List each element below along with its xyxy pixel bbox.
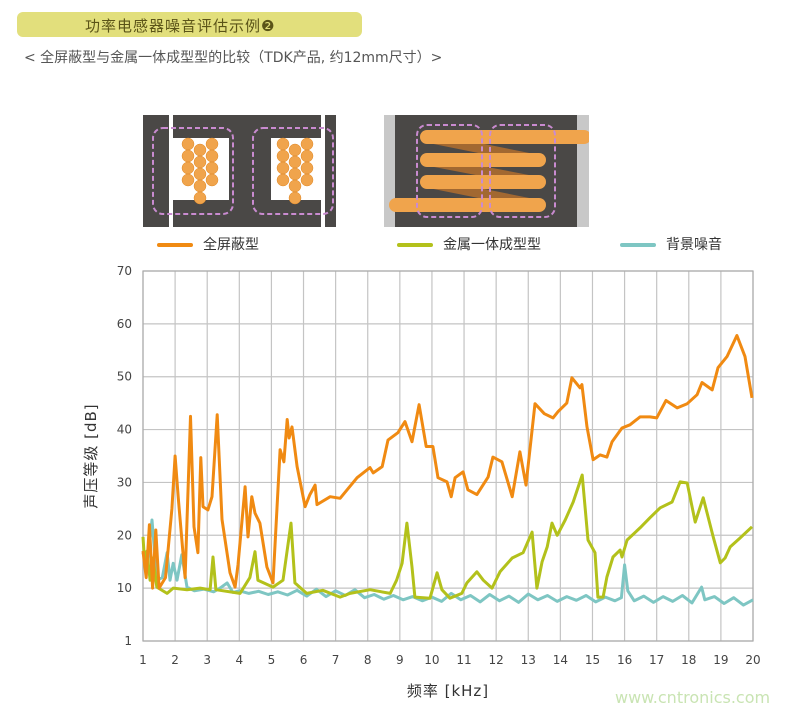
section-title-banner: 功率电感器噪音评估示例❷: [17, 12, 362, 37]
metal-molded-inductor-image: [384, 115, 589, 227]
wire-strand: [276, 173, 290, 187]
x-tick-label: 20: [745, 653, 760, 667]
legend-label: 背景噪音: [666, 237, 722, 253]
legend-swatch: [157, 243, 193, 247]
x-tick-label: 16: [617, 653, 632, 667]
x-tick-label: 5: [268, 653, 276, 667]
legend-swatch: [620, 243, 656, 247]
y-tick-label: 50: [117, 370, 132, 384]
series-line: [141, 334, 754, 590]
x-tick-label: 9: [396, 653, 404, 667]
x-tick-label: 2: [171, 653, 179, 667]
legend-item-background: 背景噪音: [620, 234, 722, 254]
x-tick-label: 7: [332, 653, 340, 667]
x-tick-label: 6: [300, 653, 308, 667]
x-tick-label: 11: [456, 653, 471, 667]
y-tick-label: 40: [117, 423, 132, 437]
x-tick-label: 3: [203, 653, 211, 667]
wire-strand: [193, 191, 207, 205]
y-tick-label: 10: [117, 581, 132, 595]
y-tick-label: 30: [117, 475, 132, 489]
wire-strand: [300, 173, 314, 187]
watermark: www.cntronics.com: [615, 688, 771, 707]
x-tick-label: 18: [681, 653, 696, 667]
y-axis-label: 声压等级 [dB]: [82, 403, 100, 508]
y-tick-label: 20: [117, 528, 132, 542]
series-line: [141, 473, 754, 600]
x-tick-label: 14: [553, 653, 568, 667]
x-tick-label: 8: [364, 653, 372, 667]
section-title: 功率电感器噪音评估示例❷: [85, 17, 276, 35]
wire-strand: [288, 191, 302, 205]
legend-label: 金属一体成型型: [443, 237, 541, 253]
y-tick-label: 1: [124, 634, 132, 648]
x-tick-label: 19: [713, 653, 728, 667]
legend-label: 全屏蔽型: [203, 237, 259, 253]
x-tick-label: 12: [489, 653, 504, 667]
x-tick-label: 13: [521, 653, 536, 667]
legend-item-shielded: 全屏蔽型: [157, 234, 259, 254]
legend-item-metal: 金属一体成型型: [397, 234, 541, 254]
x-tick-label: 15: [585, 653, 600, 667]
x-tick-label: 17: [649, 653, 664, 667]
y-tick-label: 60: [117, 317, 132, 331]
y-tick-label: 70: [117, 264, 132, 278]
x-axis-label: 频率 [kHz]: [407, 682, 489, 700]
wire-strand: [181, 173, 195, 187]
shielded-inductor-image: [143, 115, 336, 227]
subtitle: < 全屏蔽型与金属一体成型型的比较（TDK产品, 约12mm尺寸）>: [24, 50, 443, 66]
wire-strand: [205, 173, 219, 187]
x-tick-label: 1: [139, 653, 147, 667]
x-tick-label: 10: [424, 653, 439, 667]
legend-swatch: [397, 243, 433, 247]
x-tick-label: 4: [235, 653, 243, 667]
plot-frame: [142, 270, 754, 642]
